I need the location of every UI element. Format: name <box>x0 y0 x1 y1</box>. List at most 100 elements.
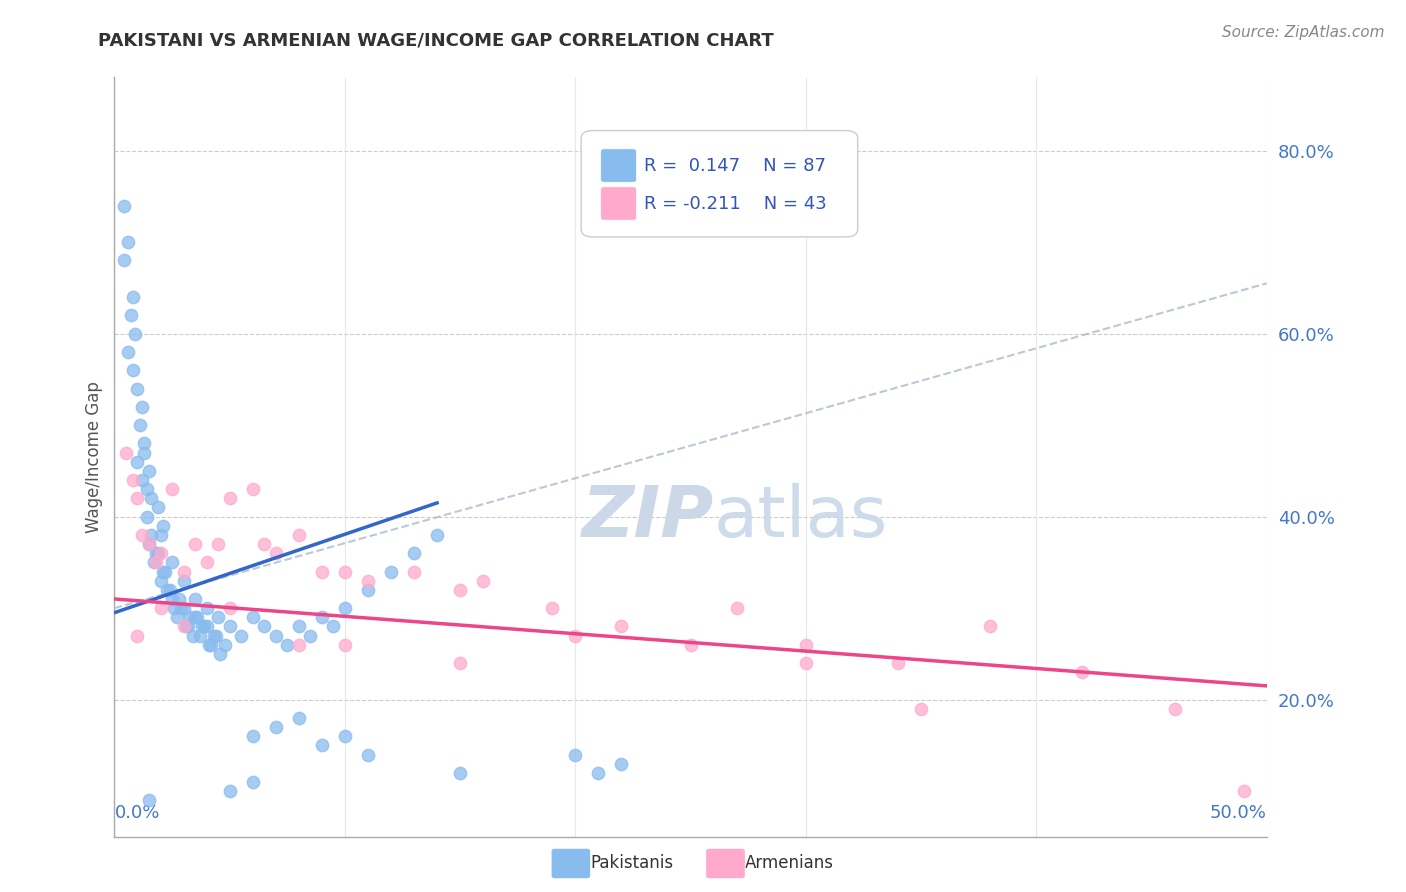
Point <box>402 546 425 560</box>
Text: Source: ZipAtlas.com: Source: ZipAtlas.com <box>1222 25 1385 40</box>
Point <box>174 619 197 633</box>
Point <box>159 582 181 597</box>
Point <box>149 546 172 560</box>
Point <box>207 537 229 551</box>
Point <box>979 619 1001 633</box>
Point <box>253 537 276 551</box>
Point <box>333 638 356 652</box>
FancyBboxPatch shape <box>600 149 637 182</box>
Point <box>311 565 333 579</box>
Point <box>127 629 149 643</box>
Point <box>242 482 264 496</box>
Point <box>135 509 157 524</box>
Point <box>1163 702 1185 716</box>
Point <box>449 582 471 597</box>
Point <box>152 565 174 579</box>
Point <box>333 565 356 579</box>
Point <box>166 610 188 624</box>
Point <box>357 582 380 597</box>
Text: Armenians: Armenians <box>745 855 834 872</box>
Point <box>426 528 449 542</box>
Point <box>610 756 633 771</box>
Point <box>127 382 149 396</box>
Point <box>202 629 225 643</box>
Point <box>264 629 287 643</box>
Point <box>449 656 471 670</box>
Point <box>380 565 402 579</box>
Point <box>117 235 139 249</box>
Point <box>276 638 298 652</box>
Point <box>179 610 201 624</box>
Point <box>121 290 143 304</box>
Point <box>1233 784 1256 798</box>
Point <box>191 619 214 633</box>
Point <box>173 619 195 633</box>
Point <box>163 601 186 615</box>
Point <box>170 601 193 615</box>
Point <box>160 555 183 569</box>
Point <box>149 528 172 542</box>
Point <box>188 629 211 643</box>
Point <box>138 537 160 551</box>
Point <box>131 400 153 414</box>
Point <box>141 491 163 506</box>
Text: atlas: atlas <box>714 483 889 552</box>
Point <box>156 582 179 597</box>
Point <box>127 491 149 506</box>
Point <box>115 445 138 459</box>
Point <box>160 591 183 606</box>
Point <box>207 610 229 624</box>
Point <box>145 555 167 569</box>
Point <box>402 565 425 579</box>
Point <box>112 198 135 212</box>
Point <box>173 565 195 579</box>
Point <box>288 711 311 725</box>
Point <box>242 775 264 789</box>
Point <box>195 619 218 633</box>
Point <box>177 619 200 633</box>
Point <box>725 601 748 615</box>
Point <box>333 729 356 743</box>
Point <box>214 638 236 652</box>
Point <box>218 601 240 615</box>
Point <box>311 610 333 624</box>
Point <box>200 638 222 652</box>
Point <box>204 629 226 643</box>
Point <box>135 482 157 496</box>
Point <box>184 537 207 551</box>
Text: R = -0.211    N = 43: R = -0.211 N = 43 <box>644 194 827 212</box>
Point <box>141 528 163 542</box>
Point <box>299 629 322 643</box>
Point <box>794 656 817 670</box>
Point <box>138 464 160 478</box>
Point <box>610 619 633 633</box>
Point <box>131 528 153 542</box>
Point <box>588 765 610 780</box>
Point <box>152 518 174 533</box>
Point <box>887 656 910 670</box>
Point <box>195 601 218 615</box>
Point <box>198 638 221 652</box>
Point <box>121 473 143 487</box>
Point <box>128 418 150 433</box>
Point <box>195 555 218 569</box>
Point <box>148 546 170 560</box>
Point <box>138 537 160 551</box>
Point <box>181 629 204 643</box>
Point <box>253 619 276 633</box>
Point <box>173 574 195 588</box>
Point <box>794 638 817 652</box>
Point <box>910 702 932 716</box>
Point <box>149 601 172 615</box>
Point <box>472 574 495 588</box>
Point <box>264 546 287 560</box>
Point <box>124 326 146 341</box>
Text: PAKISTANI VS ARMENIAN WAGE/INCOME GAP CORRELATION CHART: PAKISTANI VS ARMENIAN WAGE/INCOME GAP CO… <box>98 31 775 49</box>
Point <box>173 601 195 615</box>
Point <box>112 253 135 268</box>
Point <box>142 555 165 569</box>
Point <box>357 574 380 588</box>
Point <box>145 546 167 560</box>
Point <box>322 619 344 633</box>
Text: Pakistanis: Pakistanis <box>591 855 673 872</box>
